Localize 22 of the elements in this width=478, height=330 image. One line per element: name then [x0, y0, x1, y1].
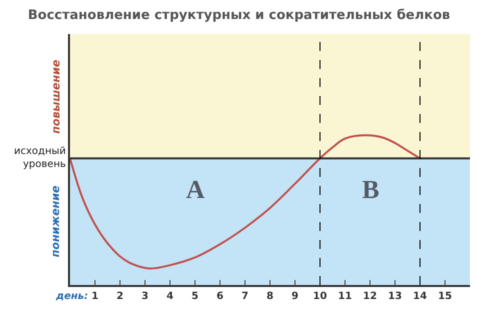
band-label: понижение — [48, 185, 62, 258]
chart-title: Восстановление структурных и сократительных белков — [28, 8, 450, 23]
x-tick-label: 9 — [292, 291, 299, 302]
x-tick-label: 3 — [142, 291, 149, 302]
band-label: повышение — [49, 59, 62, 134]
x-axis-title: день: — [55, 291, 88, 302]
x-tick-label: 5 — [192, 291, 199, 302]
x-tick-label: 8 — [266, 291, 274, 302]
x-tick-label: 14 — [413, 291, 427, 302]
annotation: A — [186, 175, 205, 204]
x-tick-label: 12 — [363, 291, 377, 302]
x-tick-label: 4 — [166, 291, 174, 302]
x-tick-label: 1 — [92, 291, 99, 302]
x-tick-label: 13 — [388, 291, 402, 302]
x-tick-label: 7 — [242, 291, 249, 302]
x-tick-label: 11 — [338, 291, 352, 302]
annotation: B — [362, 175, 380, 204]
x-tick-label: 6 — [216, 291, 224, 302]
ref-line-label: исходный уровень — [14, 146, 66, 170]
x-tick-label: 15 — [438, 291, 452, 302]
x-tick-label: 10 — [313, 291, 327, 302]
x-tick-label: 2 — [116, 291, 124, 302]
